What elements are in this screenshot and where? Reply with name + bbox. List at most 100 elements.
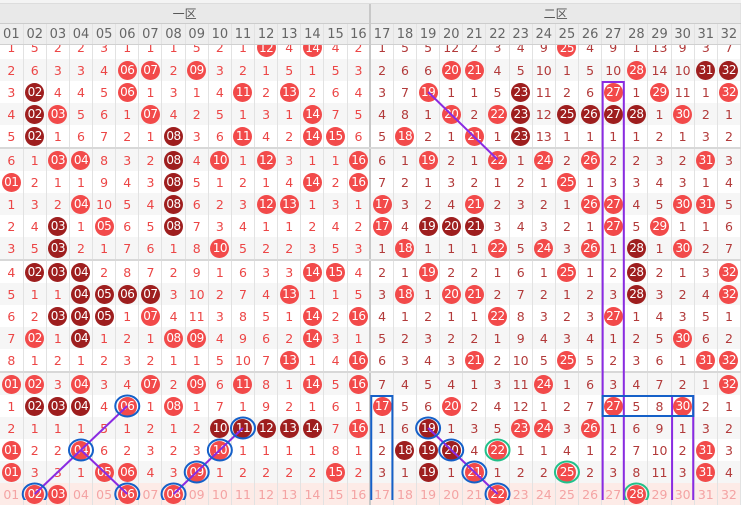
column-header-18[interactable]: 18: [393, 23, 418, 45]
column-header-03[interactable]: 03: [46, 23, 70, 45]
column-header-05[interactable]: 05: [92, 23, 117, 45]
drawn-number-ball: 27: [603, 194, 623, 214]
cell-miss-count: 3: [347, 237, 372, 261]
cell-miss-count: 1: [69, 215, 94, 237]
column-header-07[interactable]: 07: [138, 23, 163, 45]
cell-hit: 03: [46, 103, 70, 125]
cell-hit: 31: [694, 59, 718, 81]
cell-miss-count: 2: [231, 171, 256, 193]
column-header-29[interactable]: 29: [647, 23, 672, 45]
cell-hit: 04: [69, 327, 94, 349]
cell-miss-count: 5: [115, 193, 140, 215]
cell-miss-count: 2: [416, 305, 441, 327]
column-header-06[interactable]: 06: [115, 23, 140, 45]
cell-miss-count: 1: [647, 103, 672, 125]
draw-row: 8 1 2 1 2 3 2 1 1 5 10 7 13 1 4 16 6 3 4 3 21 2 10 5 25 5 2 3 6 1 31 32: [0, 349, 741, 373]
drawn-number-ball: 08: [164, 396, 184, 416]
cell-miss-count: 3: [601, 171, 626, 193]
column-header-20[interactable]: 20: [439, 23, 464, 45]
column-header-13[interactable]: 13: [277, 23, 302, 45]
cell-miss-count: 4: [46, 81, 70, 103]
cell-miss-count: 1: [671, 215, 695, 237]
cell-miss-count: 1: [439, 125, 464, 149]
column-header-10[interactable]: 10: [208, 23, 232, 45]
cell-miss-count: 1: [277, 305, 302, 327]
column-header-15[interactable]: 15: [323, 23, 348, 45]
column-header-32[interactable]: 32: [717, 23, 741, 45]
drawn-number-ball: 07: [140, 374, 160, 394]
column-header-02[interactable]: 02: [23, 23, 47, 45]
consecutive-number-ball: 03: [48, 396, 68, 416]
cell-hit: 30: [671, 193, 695, 215]
cell-miss-count: 4: [161, 103, 186, 125]
column-header-19[interactable]: 19: [416, 23, 441, 45]
cell-hit: 19: [416, 439, 441, 461]
drawn-number-ball: 10: [210, 440, 230, 460]
drawn-number-ball: 21: [464, 194, 484, 214]
column-header-12[interactable]: 12: [254, 23, 279, 45]
cell-miss-count: 2: [647, 260, 672, 283]
column-header-09[interactable]: 09: [185, 23, 209, 45]
cell-miss-count: 4: [138, 193, 163, 215]
cell-miss-count: 2: [578, 283, 603, 305]
cell-miss-count: 5: [92, 81, 117, 103]
draw-row: 6 2 03 04 05 1 07 4 11 3 8 5 1 14 2 16 4 1 2 1 1 22 8 3 2 3 27 1 4 3 5…: [0, 305, 741, 327]
drawn-number-ball: 04: [71, 374, 91, 394]
cell-miss-count: 3: [671, 305, 695, 327]
cell-miss-count: 6: [624, 417, 649, 439]
cell-hit: 19: [416, 461, 441, 483]
column-header-16[interactable]: 16: [347, 23, 372, 45]
column-header-14[interactable]: 14: [300, 23, 325, 45]
cell-miss-count: 2: [555, 81, 580, 103]
cell-miss-count: 1: [439, 461, 464, 483]
column-header-25[interactable]: 25: [555, 23, 580, 45]
cell-miss-count: 10: [601, 59, 626, 81]
cell-miss-count: 7: [717, 237, 741, 261]
cell-miss-count: 1: [624, 81, 649, 103]
cell-miss-count: 5: [231, 237, 256, 261]
cell-miss-count: 3: [138, 171, 163, 193]
drawn-number-ball: 07: [140, 306, 160, 326]
drawn-number-ball: 30: [673, 396, 693, 416]
cell-hit: 27: [601, 193, 626, 215]
drawn-number-ball: 18: [395, 284, 415, 304]
footer-number: 11: [231, 483, 256, 505]
trend-grid: 一区 二区 01 02 03 04 05 06 07 08 09 10 11 12 13 14 15 16 17…: [0, 4, 741, 505]
cell-miss-count: 2: [23, 171, 47, 193]
cell-miss-count: 2: [485, 283, 510, 305]
column-header-04[interactable]: 04: [69, 23, 94, 45]
cell-miss-count: 2: [601, 260, 626, 283]
column-header-28[interactable]: 28: [624, 23, 649, 45]
drawn-number-ball: 25: [557, 462, 577, 482]
column-header-30[interactable]: 30: [671, 23, 695, 45]
cell-miss-count: 1: [138, 125, 163, 149]
column-header-01[interactable]: 01: [0, 23, 24, 45]
column-header-21[interactable]: 21: [462, 23, 487, 45]
cell-hit: 14: [300, 103, 325, 125]
column-header-24[interactable]: 24: [532, 23, 556, 45]
column-header-11[interactable]: 11: [231, 23, 256, 45]
column-header-23[interactable]: 23: [509, 23, 533, 45]
cell-miss-count: 6: [0, 148, 24, 171]
column-header-22[interactable]: 22: [485, 23, 510, 45]
cell-miss-count: 10: [231, 349, 256, 373]
cell-hit: 18: [393, 283, 418, 305]
cell-miss-count: 5: [0, 125, 24, 149]
column-header-27[interactable]: 27: [601, 23, 626, 45]
cell-miss-count: 2: [69, 44, 94, 59]
cell-hit: 04: [69, 395, 94, 417]
cell-hit: 10: [208, 237, 232, 261]
cell-miss-count: 5: [185, 44, 209, 59]
column-header-17[interactable]: 17: [370, 23, 394, 45]
column-header-08[interactable]: 08: [161, 23, 186, 45]
column-header-31[interactable]: 31: [694, 23, 718, 45]
cell-hit: 10: [208, 148, 232, 171]
column-header-26[interactable]: 26: [578, 23, 603, 45]
cell-hit: 11: [231, 125, 256, 149]
cell-miss-count: 4: [717, 461, 741, 483]
cell-miss-count: 7: [393, 81, 418, 103]
cell-miss-count: 5: [647, 193, 672, 215]
cell-miss-count: 1: [462, 81, 487, 103]
drawn-number-ball: 17: [372, 194, 392, 214]
cell-hit: 28: [624, 237, 649, 261]
